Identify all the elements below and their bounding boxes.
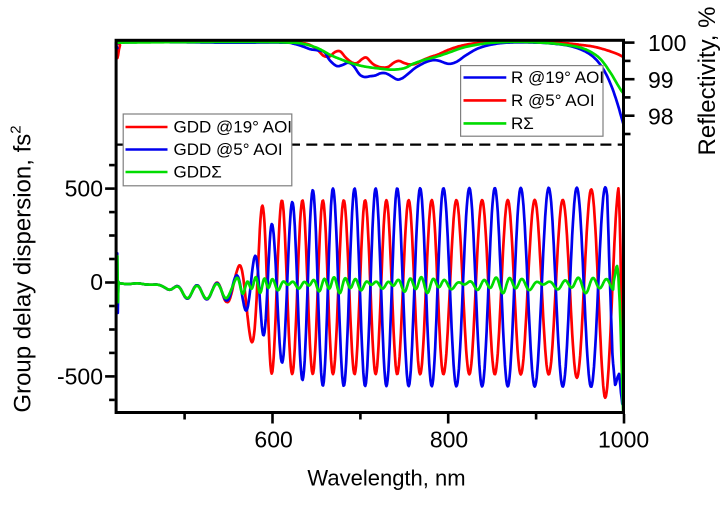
svg-text:GDDΣ: GDDΣ	[174, 163, 222, 182]
svg-text:R @19° AOI: R @19° AOI	[511, 68, 604, 87]
svg-text:RΣ: RΣ	[511, 114, 534, 133]
svg-text:1000: 1000	[598, 427, 649, 453]
svg-text:Wavelength, nm: Wavelength, nm	[307, 466, 465, 491]
svg-text:98: 98	[648, 104, 674, 130]
svg-text:-500: -500	[57, 363, 103, 389]
svg-text:100: 100	[648, 30, 686, 56]
svg-text:500: 500	[65, 175, 103, 201]
svg-text:Group delay dispersion, fs2: Group delay dispersion, fs2	[8, 125, 37, 412]
svg-text:0: 0	[90, 269, 103, 295]
svg-text:99: 99	[648, 67, 674, 93]
svg-text:600: 600	[254, 427, 292, 453]
svg-text:800: 800	[430, 427, 468, 453]
svg-text:GDD @19° AOI: GDD @19° AOI	[174, 118, 293, 137]
svg-text:GDD @5° AOI: GDD @5° AOI	[174, 140, 283, 159]
svg-text:Reflectivity, %: Reflectivity, %	[694, 7, 721, 156]
svg-text:R @5° AOI: R @5° AOI	[511, 91, 595, 110]
